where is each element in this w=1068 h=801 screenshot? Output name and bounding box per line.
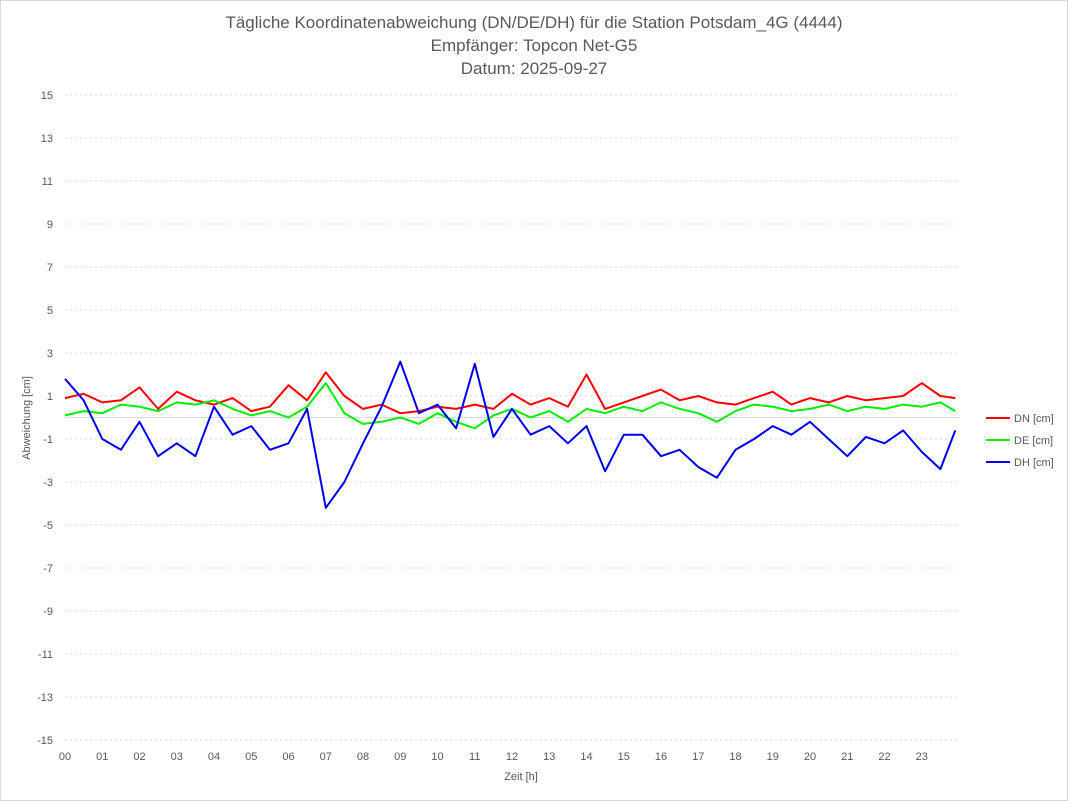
x-tick-label: 16 (655, 751, 667, 763)
x-axis-label: Zeit [h] (504, 771, 538, 783)
x-tick-label: 18 (729, 751, 741, 763)
x-tick-label: 08 (357, 751, 369, 763)
x-tick-label: 19 (767, 751, 779, 763)
x-tick-label: 01 (96, 751, 108, 763)
y-tick-label: -3 (43, 477, 53, 489)
legend-label-dh: DH [cm] (1014, 457, 1054, 469)
x-tick-label: 15 (618, 751, 630, 763)
x-tick-label: 02 (133, 751, 145, 763)
series-line-dn (64, 371, 956, 415)
y-axis-ticks: 15 13 11 9 7 5 3 1 -1 -3 -5 -7 -9 -11 -13 -15 (37, 90, 53, 747)
y-tick-label: -15 (37, 735, 53, 747)
y-tick-label: -1 (43, 434, 53, 446)
x-tick-label: 14 (580, 751, 592, 763)
series-lines (64, 360, 957, 509)
x-tick-label: 05 (245, 751, 257, 763)
x-tick-label: 06 (282, 751, 294, 763)
y-axis-label: Abweichung [cm] (21, 376, 33, 460)
x-tick-label: 20 (804, 751, 816, 763)
chart-title-line-2: Empfänger: Topcon Net-G5 (431, 36, 638, 55)
y-tick-label: 15 (41, 90, 53, 102)
x-tick-label: 13 (543, 751, 555, 763)
y-tick-label: -5 (43, 520, 53, 532)
x-tick-label: 23 (916, 751, 928, 763)
x-tick-label: 12 (506, 751, 518, 763)
x-tick-label: 03 (171, 751, 183, 763)
x-tick-label: 10 (431, 751, 443, 763)
series-line-dh (64, 360, 957, 509)
x-tick-label: 09 (394, 751, 406, 763)
y-tick-label: 7 (47, 262, 53, 274)
x-tick-label: 11 (469, 751, 480, 763)
gridlines (65, 94, 959, 741)
y-tick-label: -7 (43, 563, 53, 575)
chart-title: Tägliche Koordinatenabweichung (DN/DE/DH… (225, 13, 842, 78)
legend: DN [cm] DE [cm] DH [cm] (986, 413, 1054, 469)
chart-title-line-1: Tägliche Koordinatenabweichung (DN/DE/DH… (225, 13, 842, 32)
x-tick-label: 07 (320, 751, 332, 763)
legend-label-dn: DN [cm] (1014, 413, 1054, 425)
y-tick-label: -13 (37, 692, 53, 704)
x-tick-label: 17 (692, 751, 704, 763)
y-tick-label: -11 (38, 649, 53, 661)
x-tick-label: 00 (59, 751, 71, 763)
series-line-de (64, 382, 956, 430)
y-tick-label: 1 (47, 391, 53, 403)
y-tick-label: 11 (42, 176, 53, 188)
x-tick-label: 22 (878, 751, 890, 763)
x-axis-ticks: 00 01 02 03 04 05 06 07 08 09 10 11 12 13 14 15 16 17 18 19… (59, 751, 928, 763)
x-tick-label: 04 (208, 751, 220, 763)
y-tick-label: 9 (47, 219, 53, 231)
chart-title-line-3: Datum: 2025-09-27 (461, 59, 607, 78)
y-tick-label: 3 (47, 348, 53, 360)
y-tick-label: 13 (41, 133, 53, 145)
legend-label-de: DE [cm] (1014, 435, 1053, 447)
y-tick-label: 5 (47, 305, 53, 317)
y-tick-label: -9 (43, 606, 53, 618)
x-tick-label: 21 (841, 751, 853, 763)
